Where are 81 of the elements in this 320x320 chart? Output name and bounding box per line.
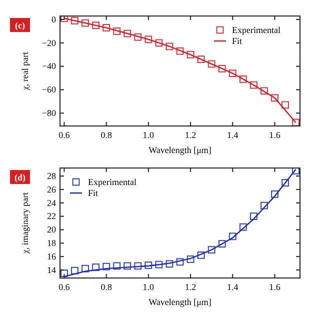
point — [271, 190, 278, 198]
x-tick-label: 0.6 — [58, 130, 70, 140]
y-tick-label: 20 — [47, 224, 56, 235]
point — [186, 50, 194, 58]
point — [218, 240, 226, 248]
point — [166, 260, 174, 268]
point — [155, 260, 163, 268]
y-tick-label: −60 — [42, 84, 56, 95]
point — [92, 264, 100, 271]
text: (c) — [15, 20, 25, 30]
point — [60, 16, 68, 22]
point — [102, 24, 110, 32]
x-tick-label: 1.6 — [269, 282, 281, 292]
point — [113, 28, 121, 35]
x-tick-label: 1.2 — [184, 282, 196, 292]
x-tick-label: 0.8 — [100, 130, 112, 140]
y-tick-label: 22 — [47, 211, 56, 222]
point — [208, 246, 216, 254]
y-tick-label: 26 — [47, 184, 56, 194]
y-tick-label: 24 — [47, 198, 56, 208]
x-tick-label: 0.6 — [58, 282, 70, 292]
point — [113, 262, 121, 270]
legend-label: Fit — [232, 36, 243, 46]
point — [282, 101, 289, 109]
point — [292, 168, 300, 174]
legend-label: Fit — [88, 188, 99, 198]
y-axis-title: χ, real part — [20, 51, 30, 92]
point — [82, 264, 89, 272]
y-tick-label: −80 — [42, 108, 56, 118]
point — [228, 232, 236, 240]
x-axis-title: Wavelength [μm] — [148, 297, 212, 307]
point — [144, 36, 152, 44]
point — [271, 94, 278, 102]
x-tick-label: 1.4 — [227, 282, 239, 292]
point — [102, 262, 110, 270]
y-tick-label: 18 — [47, 238, 56, 248]
y-tick-label: −20 — [42, 38, 56, 48]
point — [218, 64, 226, 72]
point — [239, 223, 247, 231]
y-tick-label: 0 — [52, 14, 56, 24]
point — [260, 202, 268, 210]
x-tick-label: 1.4 — [227, 130, 239, 140]
y-tick-label: 16 — [47, 251, 56, 262]
point — [166, 42, 174, 50]
y-tick-label: 28 — [47, 170, 56, 181]
x-tick-label: 1.6 — [269, 130, 281, 140]
point — [250, 81, 258, 89]
x-tick-label: 1.0 — [142, 130, 155, 140]
point — [60, 270, 68, 278]
y-tick-label: 14 — [47, 264, 56, 275]
legend-label: Experimental — [232, 24, 281, 35]
x-tick-label: 0.8 — [100, 282, 112, 292]
text: (d) — [14, 172, 26, 182]
point — [124, 30, 132, 38]
point — [144, 262, 152, 269]
point — [134, 33, 142, 41]
point — [71, 266, 78, 274]
point — [292, 118, 300, 126]
point — [260, 87, 268, 95]
point — [176, 258, 184, 266]
x-axis-title: Wavelength [μm] — [148, 145, 212, 155]
point — [134, 262, 142, 270]
point — [197, 56, 205, 63]
point — [208, 60, 216, 68]
legend-label: Experimental — [88, 176, 137, 187]
y-tick-label: −40 — [42, 61, 56, 72]
point — [92, 22, 100, 30]
point — [186, 256, 194, 263]
x-tick-label: 1.2 — [184, 130, 196, 140]
point — [197, 251, 205, 259]
point — [82, 19, 89, 27]
point — [71, 16, 78, 24]
point — [250, 212, 258, 220]
y-axis-title: χ, imaginary part — [20, 192, 30, 255]
point — [124, 262, 132, 270]
point — [282, 179, 289, 186]
point — [155, 39, 163, 47]
point — [239, 75, 247, 83]
point — [176, 47, 184, 55]
x-tick-label: 1.0 — [142, 282, 155, 292]
point — [228, 70, 236, 78]
